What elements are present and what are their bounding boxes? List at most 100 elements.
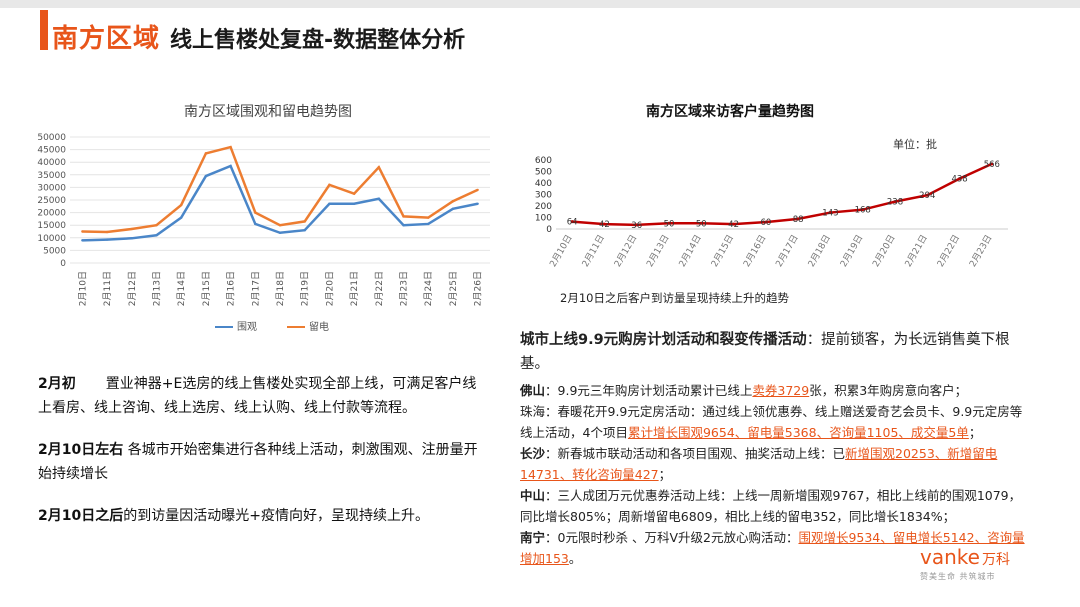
data-point — [451, 207, 455, 211]
note-label: 2月初 — [38, 376, 76, 392]
lead-rest: ：提前锁客，为长远销售奠下根基。 — [520, 332, 1010, 372]
y-tick-label: 500 — [535, 168, 552, 178]
city-highlight: 新增围观20253、新增留电14731、转化咨询量427 — [520, 446, 998, 482]
city-highlight: 累计增长围观9654、留电量5368、咨询量1105、成交量5单 — [627, 425, 969, 440]
city-name: 中山 — [520, 488, 546, 503]
legend-label-weiguan: 围观 — [237, 322, 257, 333]
y-tick-label: 50000 — [37, 133, 66, 143]
city-text: ：9.9元三年购房计划活动累计已线上 — [545, 383, 753, 398]
data-point — [254, 222, 257, 226]
city-text: ：新春城市联动活动和各项目围观、抽奖活动上线：已 — [545, 446, 846, 461]
y-tick-label: 10000 — [37, 234, 66, 244]
data-point — [328, 183, 331, 187]
legend-item-liudian: 留电 — [287, 318, 329, 333]
top-bar — [0, 0, 1080, 8]
note-label: 2月10日之后 — [38, 508, 124, 524]
right-line-chart: 南方区域来访客户量趋势图 0 100 200 300 400 500 600 2月10日 2月1… — [520, 95, 1060, 310]
series-line-围观 — [82, 164, 478, 242]
y-tick-label: 25000 — [37, 196, 66, 206]
y-tick-label: 400 — [535, 179, 552, 189]
data-label: 60 — [760, 218, 771, 228]
data-point — [328, 202, 331, 205]
data-point — [602, 222, 606, 226]
left-chart-legend: 围观 留电 — [215, 318, 329, 333]
data-point — [476, 202, 479, 205]
data-point — [451, 200, 455, 203]
y-tick-label: 15000 — [37, 221, 66, 231]
x-tick-label: 2月23日 — [967, 233, 994, 269]
data-label: 88 — [793, 215, 804, 225]
data-label: 50 — [696, 219, 707, 229]
note-text: 置业神器+E选房的线上售楼处实现全部上线，可满足客户线上看房、线上咨询、线上选房… — [38, 376, 477, 416]
data-point — [278, 231, 282, 234]
y-tick-label: 30000 — [37, 183, 66, 193]
data-label: 143 — [822, 209, 838, 219]
x-tick-label: 2月12日 — [127, 271, 138, 306]
data-label: 50 — [664, 219, 675, 229]
y-tick-label: 40000 — [37, 158, 66, 168]
x-tick-label: 2月14日 — [677, 233, 704, 269]
y-tick-label: 600 — [535, 156, 552, 166]
x-tick-label: 2月21日 — [349, 271, 360, 306]
city-text: ：三人成团万元优惠券活动上线：上线一周新增围观9767，相比上线前的围观1079… — [520, 488, 1022, 524]
data-label: 42 — [728, 220, 739, 230]
y-tick-label: 20000 — [37, 209, 66, 219]
page-title-region: 南方区域 — [52, 24, 161, 54]
data-point — [105, 238, 109, 241]
x-tick-label: 2月23日 — [399, 271, 410, 306]
data-point — [732, 222, 736, 226]
note-label: 2月10日左右 — [38, 442, 124, 458]
x-tick-label: 2月11日 — [580, 233, 607, 269]
data-point — [105, 230, 109, 234]
x-tick-label: 2月14日 — [176, 271, 187, 306]
x-tick-label: 2月13日 — [151, 271, 162, 306]
city-item-zhongshan: 中山：三人成团万元优惠券活动上线：上线一周新增围观9767，相比上线前的围观10… — [520, 485, 1030, 527]
city-item-zhuhai: 珠海：春暖花开9.9元定房活动：通过线上领优惠券、线上赠送爱奇艺会员卡、9.9元… — [520, 401, 1030, 443]
y-tick-label: 100 — [535, 214, 552, 224]
x-tick-label: 2月18日 — [806, 233, 833, 269]
data-label: 566 — [984, 160, 1000, 170]
data-point — [699, 221, 703, 225]
x-tick-label: 2月25日 — [448, 271, 459, 306]
series-line-visitors — [572, 162, 993, 227]
data-point — [958, 177, 962, 181]
data-label: 168 — [855, 206, 871, 216]
data-point — [155, 234, 158, 237]
data-point — [204, 152, 208, 155]
data-label: 294 — [919, 191, 935, 201]
data-point — [476, 188, 479, 192]
data-label: 64 — [567, 218, 578, 228]
y-tick-label: 0 — [546, 225, 552, 235]
data-point — [352, 192, 356, 195]
data-point — [635, 223, 639, 227]
x-tick-label: 2月18日 — [275, 271, 286, 306]
data-point — [278, 224, 282, 227]
data-label: 438 — [951, 175, 967, 185]
left-chart-svg: 0 5000 10000 15000 20000 25000 30000 35000 40000… — [37, 133, 490, 306]
x-tick-label: 2月22日 — [374, 271, 385, 306]
data-point — [229, 145, 232, 149]
data-point — [254, 211, 257, 214]
data-point — [179, 216, 183, 219]
data-point — [796, 217, 800, 221]
data-point — [204, 174, 208, 178]
city-text-end: ； — [658, 467, 672, 482]
data-point — [427, 222, 430, 226]
data-point — [155, 224, 158, 227]
legend-label-liudian: 留电 — [309, 322, 329, 333]
x-tick-label: 2月15日 — [201, 271, 212, 306]
data-point — [81, 230, 84, 233]
data-point — [925, 193, 929, 197]
data-point — [990, 162, 994, 166]
data-point — [861, 208, 865, 212]
x-tick-label: 2月24日 — [423, 271, 434, 306]
data-point — [179, 203, 183, 207]
data-point — [352, 202, 356, 205]
x-tick-label: 2月21日 — [903, 233, 930, 269]
y-tick-label: 35000 — [37, 171, 66, 181]
x-tick-label: 2月13日 — [644, 233, 671, 269]
data-point — [402, 215, 405, 218]
data-point — [303, 220, 306, 223]
data-point — [377, 197, 381, 200]
legend-item-weiguan: 围观 — [215, 318, 257, 333]
